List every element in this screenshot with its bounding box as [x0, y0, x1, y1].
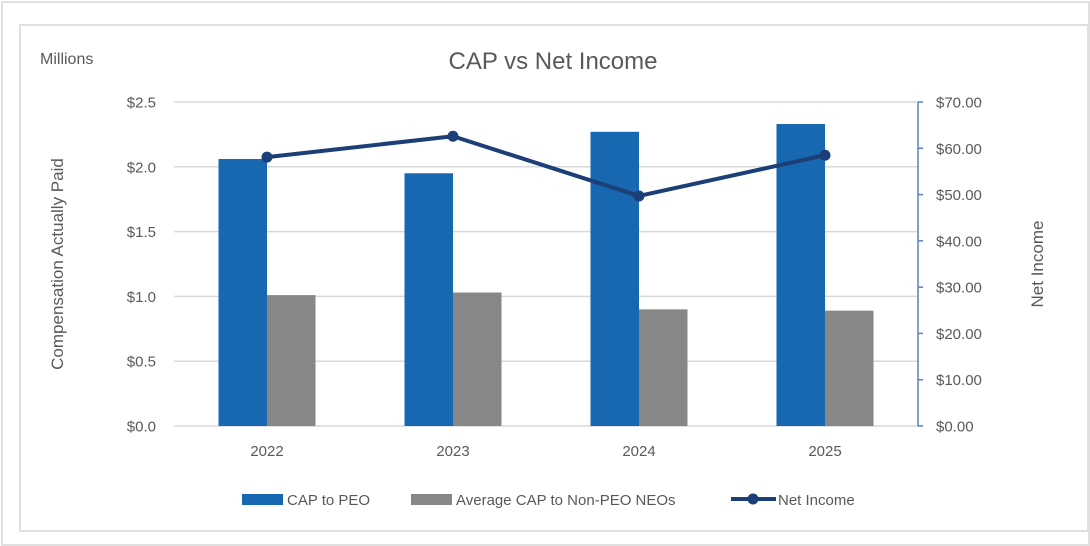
bar-average-cap-to-non-peo-neos-2024 — [639, 309, 688, 426]
y-left-tick-label: $0.0 — [127, 419, 156, 436]
axes: $0.0 $0.5 $1.0 $1.5 $2.0 $2.5 2022 2023 2024 2025… — [127, 95, 982, 461]
legend-swatch-cap-to-peo — [242, 494, 283, 505]
y-left-tick-label: $1.0 — [127, 289, 156, 306]
y-right-tick-label: $70.00 — [936, 95, 982, 112]
bar-cap-to-peo-2024 — [590, 131, 639, 427]
x-tick-label: 2023 — [436, 443, 469, 460]
bar-average-cap-to-non-peo-neos-2025 — [825, 310, 874, 426]
net-income-point-2025 — [819, 149, 831, 161]
net-income-line — [266, 134, 826, 198]
net-income-point-2024 — [633, 190, 645, 202]
legend: CAP to PEO Average CAP to Non-PEO NEOs N… — [242, 492, 855, 509]
legend-swatch-average-cap-non-peo — [411, 494, 452, 505]
bar-cap-to-peo-2022 — [218, 159, 267, 427]
legend-label-average-cap-non-peo: Average CAP to Non-PEO NEOs — [456, 492, 676, 509]
bar-cap-to-peo-2023 — [404, 173, 453, 426]
y-right-tick-label: $0.00 — [936, 419, 974, 436]
y-left-axis-title: Compensation Actually Paid — [48, 158, 67, 370]
y-right-tick-label: $20.00 — [936, 326, 982, 343]
y-left-tick-label: $2.5 — [127, 95, 156, 112]
bars — [218, 124, 874, 427]
net-income-point-2022 — [261, 151, 273, 163]
y-left-tick-label: $0.5 — [127, 354, 156, 371]
bar-average-cap-to-non-peo-neos-2022 — [267, 295, 316, 426]
y-right-tick-label: $60.00 — [936, 141, 982, 158]
units-label: Millions — [40, 51, 93, 68]
chart-area-frame — [19, 24, 1089, 532]
legend-swatch-net-income-marker — [747, 493, 759, 505]
bar-cap-to-peo-2025 — [776, 124, 825, 427]
net-income-line-layer — [261, 130, 831, 202]
y-left-tick-label: $2.0 — [127, 159, 156, 176]
y-right-tick-label: $40.00 — [936, 233, 982, 250]
y-right-tick-label: $10.00 — [936, 372, 982, 389]
legend-label-cap-to-peo: CAP to PEO — [287, 492, 370, 509]
y-left-tick-label: $1.5 — [127, 224, 156, 241]
chart-title: CAP vs Net Income — [449, 48, 658, 75]
y-right-tick-label: $50.00 — [936, 187, 982, 204]
x-tick-label: 2024 — [622, 443, 655, 460]
net-income-point-2023 — [447, 130, 459, 142]
x-tick-label: 2022 — [250, 443, 283, 460]
legend-label-net-income: Net Income — [778, 492, 855, 509]
bar-average-cap-to-non-peo-neos-2023 — [453, 292, 502, 426]
y-right-tick-label: $30.00 — [936, 280, 982, 297]
y-right-axis-title: Net Income — [1028, 221, 1047, 308]
x-tick-label: 2025 — [808, 443, 841, 460]
